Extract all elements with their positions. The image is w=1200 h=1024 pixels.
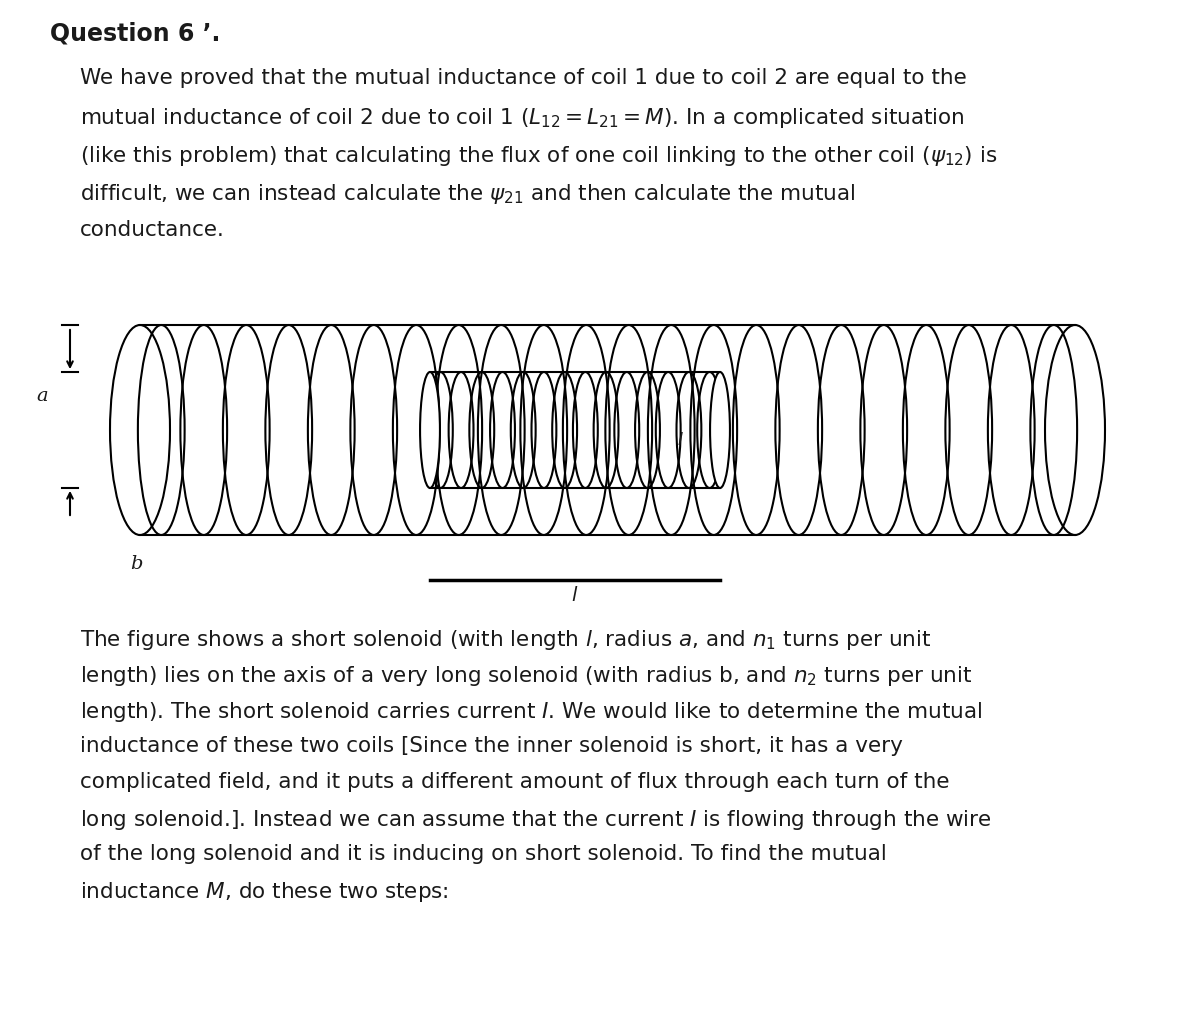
Text: b: b (130, 555, 143, 573)
Text: $I$: $I$ (677, 431, 684, 449)
Text: a: a (36, 387, 48, 406)
Ellipse shape (420, 372, 440, 488)
Text: difficult, we can instead calculate the $\psi_{21}$ and then calculate the mutua: difficult, we can instead calculate the … (80, 182, 856, 206)
Text: of the long solenoid and it is inducing on short solenoid. To find the mutual: of the long solenoid and it is inducing … (80, 844, 887, 864)
Text: length). The short solenoid carries current $I$. We would like to determine the : length). The short solenoid carries curr… (80, 700, 983, 724)
Text: (like this problem) that calculating the flux of one coil linking to the other c: (like this problem) that calculating the… (80, 144, 997, 168)
Text: inductance $M$, do these two steps:: inductance $M$, do these two steps: (80, 880, 449, 904)
Text: Question 6 ’.: Question 6 ’. (50, 22, 221, 46)
Text: The figure shows a short solenoid (with length $l$, radius $a$, and $n_1$ turns : The figure shows a short solenoid (with … (80, 628, 931, 652)
Text: $l$: $l$ (571, 586, 578, 605)
Text: mutual inductance of coil 2 due to coil 1 ($L_{12} = L_{21} = M$). In a complica: mutual inductance of coil 2 due to coil … (80, 106, 965, 130)
Text: We have proved that the mutual inductance of coil 1 due to coil 2 are equal to t: We have proved that the mutual inductanc… (80, 68, 967, 88)
Ellipse shape (710, 372, 730, 488)
Text: complicated field, and it puts a different amount of flux through each turn of t: complicated field, and it puts a differe… (80, 772, 949, 792)
Text: length) lies on the axis of a very long solenoid (with radius b, and $n_2$ turns: length) lies on the axis of a very long … (80, 664, 972, 688)
Text: conductance.: conductance. (80, 220, 224, 240)
Text: long solenoid.]. Instead we can assume that the current $I$ is flowing through t: long solenoid.]. Instead we can assume t… (80, 808, 991, 831)
Text: inductance of these two coils [Since the inner solenoid is short, it has a very: inductance of these two coils [Since the… (80, 736, 902, 756)
